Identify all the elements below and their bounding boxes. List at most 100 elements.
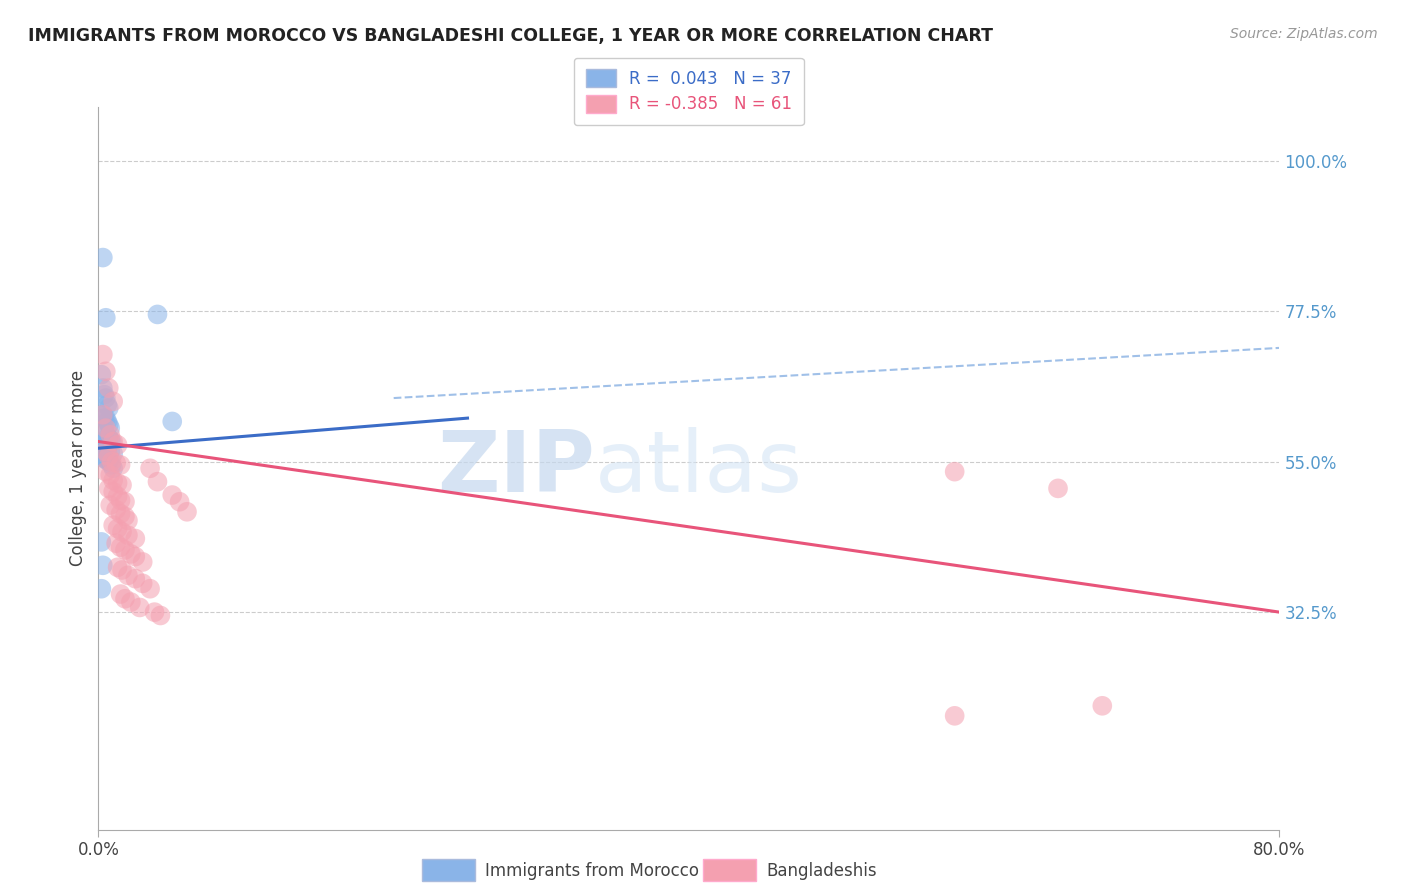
Text: Source: ZipAtlas.com: Source: ZipAtlas.com: [1230, 27, 1378, 41]
Point: [110, 507, 132, 521]
Point: [117, 528, 139, 542]
Point: [98, 468, 121, 483]
Point: [162, 415, 183, 429]
Text: IMMIGRANTS FROM MOROCCO VS BANGLADESHI COLLEGE, 1 YEAR OR MORE CORRELATION CHART: IMMIGRANTS FROM MOROCCO VS BANGLADESHI C…: [28, 27, 993, 45]
Point: [94, 442, 117, 456]
Text: atlas: atlas: [595, 426, 803, 510]
Point: [90, 535, 112, 549]
Point: [97, 482, 120, 496]
Legend: R =  0.043   N = 37, R = -0.385   N = 61: R = 0.043 N = 37, R = -0.385 N = 61: [574, 58, 804, 125]
Point: [97, 417, 120, 432]
Point: [114, 509, 136, 524]
Point: [110, 587, 132, 601]
Point: [110, 541, 132, 555]
Point: [943, 465, 966, 479]
Point: [114, 591, 136, 606]
Point: [98, 444, 121, 458]
Y-axis label: College, 1 year or more: College, 1 year or more: [69, 370, 87, 566]
Point: [110, 458, 132, 472]
Point: [114, 542, 136, 557]
Point: [91, 438, 114, 452]
Point: [139, 461, 162, 475]
Text: ZIP: ZIP: [437, 426, 595, 510]
Point: [107, 476, 129, 491]
Point: [107, 521, 129, 535]
Point: [96, 431, 118, 445]
Point: [93, 440, 115, 454]
Point: [162, 488, 183, 502]
Point: [176, 505, 198, 519]
Point: [103, 473, 125, 487]
Point: [97, 381, 120, 395]
Point: [91, 251, 114, 265]
Point: [91, 408, 114, 422]
Text: Immigrants from Morocco: Immigrants from Morocco: [485, 862, 699, 880]
Point: [98, 421, 121, 435]
Point: [98, 498, 121, 512]
Point: [100, 434, 122, 449]
Point: [94, 465, 117, 479]
Point: [120, 595, 142, 609]
Point: [149, 608, 172, 623]
Point: [114, 494, 136, 508]
Point: [124, 549, 146, 564]
Text: Bangladeshis: Bangladeshis: [766, 862, 877, 880]
Point: [97, 431, 120, 445]
Point: [91, 450, 114, 464]
Point: [132, 555, 155, 569]
Point: [124, 572, 146, 586]
Point: [169, 494, 191, 508]
Point: [97, 450, 120, 464]
Point: [91, 408, 114, 422]
Point: [124, 532, 146, 546]
Point: [98, 428, 121, 442]
Point: [139, 582, 162, 596]
Point: [103, 447, 125, 461]
Point: [107, 560, 129, 574]
Point: [94, 444, 117, 458]
Point: [120, 547, 142, 561]
Point: [943, 708, 966, 723]
Point: [1091, 698, 1114, 713]
Point: [90, 368, 112, 382]
Point: [103, 518, 125, 533]
Point: [103, 434, 125, 449]
Point: [117, 568, 139, 582]
Point: [97, 455, 120, 469]
Point: [94, 428, 117, 442]
Point: [93, 411, 115, 425]
Point: [90, 582, 112, 596]
Point: [94, 411, 117, 425]
Point: [1046, 482, 1070, 496]
Point: [96, 442, 118, 457]
Point: [111, 563, 134, 577]
Point: [100, 455, 122, 469]
Point: [143, 605, 166, 619]
Point: [107, 490, 129, 504]
Point: [128, 600, 150, 615]
Point: [94, 421, 117, 435]
Point: [93, 425, 115, 439]
Point: [146, 307, 169, 322]
Point: [110, 493, 132, 508]
Point: [103, 394, 125, 409]
Point: [94, 364, 117, 378]
Point: [94, 310, 117, 325]
Point: [91, 381, 114, 395]
Point: [117, 514, 139, 528]
Point: [100, 458, 122, 472]
Point: [96, 398, 118, 412]
Point: [111, 478, 134, 492]
Point: [132, 576, 155, 591]
Point: [96, 415, 118, 429]
Point: [103, 461, 125, 475]
Point: [93, 387, 115, 401]
Point: [97, 401, 120, 416]
Point: [111, 524, 134, 539]
Point: [94, 391, 117, 405]
Point: [94, 452, 117, 467]
Point: [146, 475, 169, 489]
Point: [98, 434, 121, 448]
Point: [103, 484, 125, 499]
Point: [105, 536, 128, 550]
